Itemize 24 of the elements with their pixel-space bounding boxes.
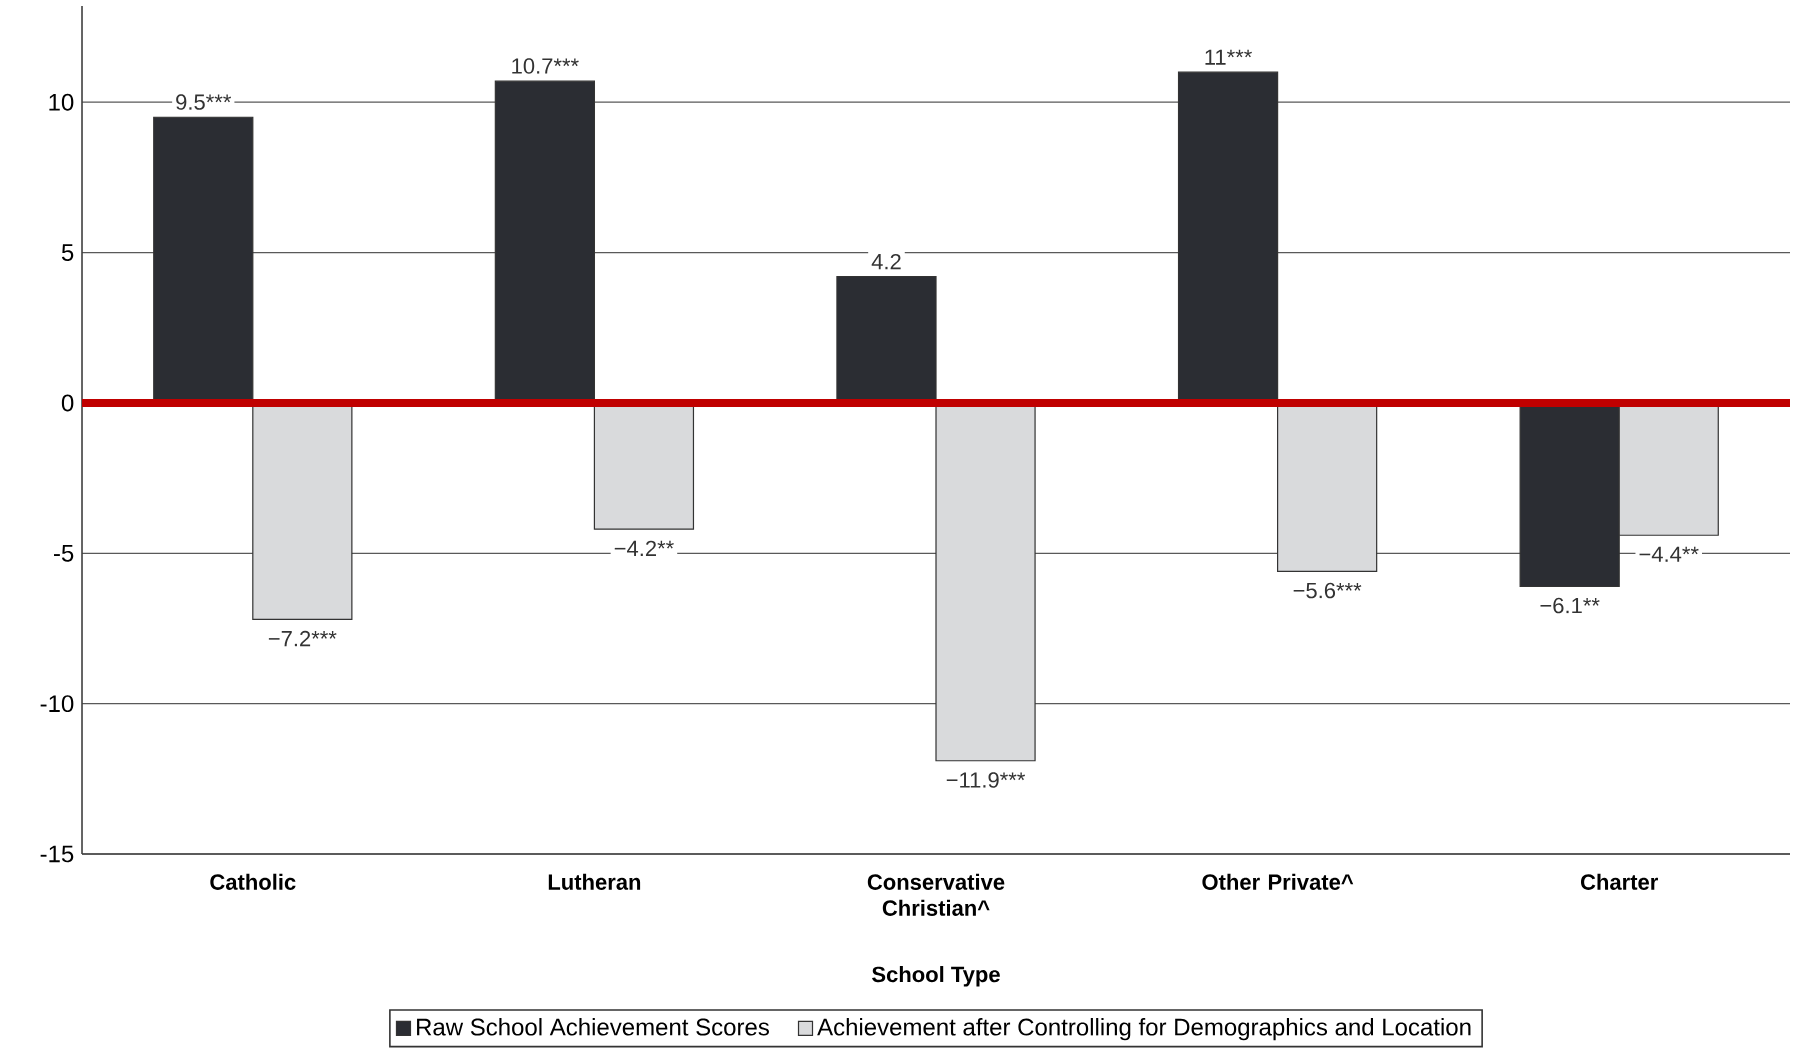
x-tick-label: Lutheran [548, 873, 641, 890]
data-label: 4.2 [871, 253, 901, 270]
y-tick-label: -10 [40, 695, 74, 713]
y-tick-label: 0 [61, 394, 74, 412]
data-label: 9.5*** [176, 94, 232, 110]
data-label: 10.7*** [512, 58, 579, 74]
y-tick-label: -5 [54, 544, 74, 562]
data-label: −7.2*** [268, 630, 337, 647]
x-tick-label: Other Private^ [1202, 873, 1354, 890]
y-tick-label: 5 [61, 244, 74, 261]
data-label: −4.4** [1639, 546, 1699, 562]
x-tick-label: Charter [1580, 873, 1658, 890]
x-tick-label: Catholic [210, 873, 296, 890]
x-axis-title: School Type [872, 966, 1000, 987]
data-label: 11*** [1205, 49, 1252, 65]
legend-label: Raw School Achievement Scores [417, 1017, 769, 1036]
legend-label: Achievement after Controlling for Demographics and Location [817, 1017, 1471, 1041]
y-tick-label: -15 [40, 845, 74, 863]
data-label: −5.6*** [1293, 582, 1362, 599]
data-label: −11.9*** [946, 772, 1026, 788]
x-tick-label: Conservative Christian^ [867, 873, 1005, 916]
data-label: −6.1** [1540, 597, 1600, 614]
data-label: −4.2** [614, 540, 674, 556]
y-tick-label: 10 [49, 93, 74, 111]
